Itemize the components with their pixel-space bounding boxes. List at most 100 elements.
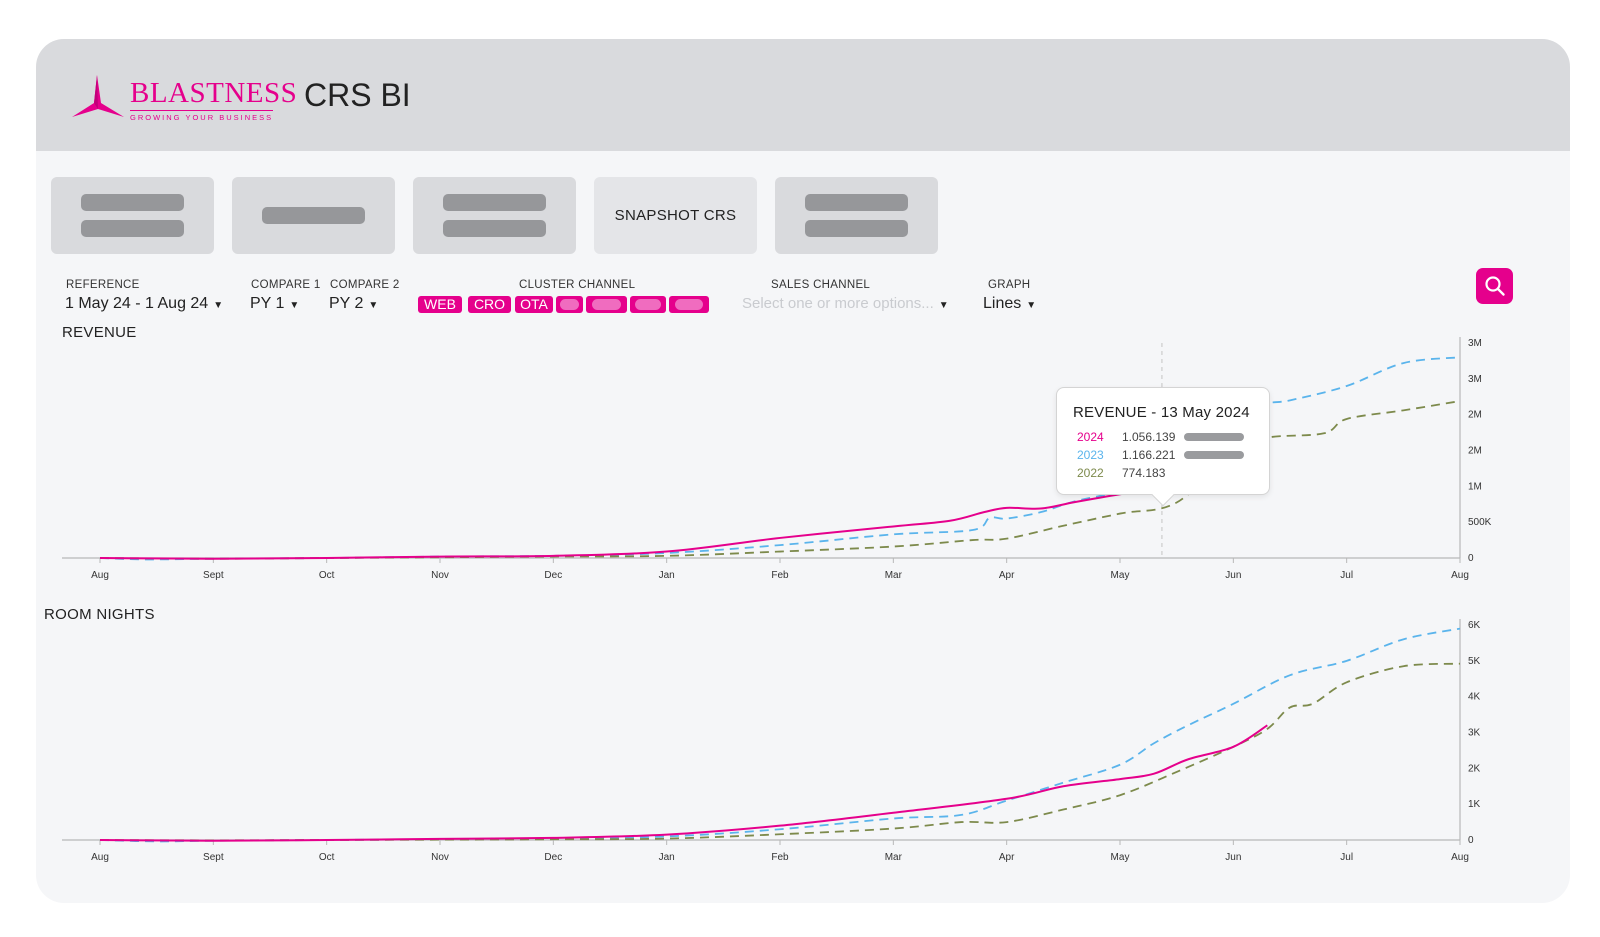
series-line-2022[interactable] [99,400,1461,560]
x-tick-label: Feb [771,570,789,581]
series-line-2024[interactable] [99,481,1177,560]
reference-value: 1 May 24 - 1 Aug 24 [65,295,209,312]
reference-dropdown[interactable]: 1 May 24 - 1 Aug 24 ▼ [65,295,223,313]
revenue-tooltip: REVENUE - 13 May 2024 2024 1.056.139 202… [1056,387,1270,507]
x-tick-label: Nov [431,570,449,581]
y-tick-label: 1K [1468,799,1481,810]
x-tick-label: Jun [1225,852,1241,863]
revenue-chart-title: REVENUE [62,324,137,341]
chip-ota[interactable]: OTA [515,296,553,313]
chip-placeholder[interactable] [630,296,666,313]
caret-down-icon: ▼ [289,300,300,311]
chip-cro[interactable]: CRO [468,296,511,313]
series-line-2022[interactable] [99,662,1461,842]
x-tick-label: Jul [1340,570,1353,581]
tooltip-row-2024: 2024 1.056.139 [1077,430,1244,444]
y-tick-label: 3M [1468,374,1482,385]
x-tick-label: Oct [319,852,335,863]
x-tick-label: Sept [203,852,224,863]
y-tick-label: 500K [1468,517,1492,528]
nav-tile-3[interactable] [413,177,576,254]
compare1-label: COMPARE 1 [251,279,321,291]
caret-down-icon: ▼ [938,300,949,311]
nav-tile-2[interactable] [232,177,395,254]
chip-pill [592,299,621,310]
series-line-2023[interactable] [99,627,1461,843]
x-tick-label: Jan [659,570,675,581]
x-tick-label: Mar [885,852,903,863]
y-tick-label: 0 [1468,553,1474,564]
brand-tagline: GROWING YOUR BUSINESS [130,113,274,122]
revenue-line-chart[interactable]: Aug Sept Oct Nov Dec Jan Feb Mar Apr May Jun Jul Aug… [36,329,1570,581]
tooltip-placeholder-bar [1184,433,1244,441]
series-line-2024[interactable] [99,724,1268,842]
y-tick-label: 3M [1468,338,1482,349]
chip-pill [560,299,579,310]
compare1-dropdown[interactable]: PY 1 ▼ [250,295,299,313]
sales-channel-select[interactable]: Select one or more options... ▼ [742,295,949,313]
chip-placeholder[interactable] [669,296,709,313]
graph-label: GRAPH [988,279,1031,291]
tile-placeholder-bar [262,207,365,224]
y-tick-label: 1M [1468,481,1482,492]
tooltip-placeholder-bar [1184,451,1244,459]
x-tick-label: Nov [431,852,449,863]
x-tick-label: Jul [1340,852,1353,863]
x-tick-label: Apr [999,852,1015,863]
search-button[interactable] [1476,268,1513,304]
app-title: CRS BI [304,77,411,113]
nav-tile-5[interactable] [775,177,938,254]
chip-web[interactable]: WEB [418,296,462,313]
tooltip-value: 1.056.139 [1122,430,1176,444]
x-tick-label: Oct [319,570,335,581]
tooltip-value: 774.183 [1122,466,1166,480]
sales-channel-placeholder: Select one or more options... [742,295,934,312]
x-tick-label: May [1111,570,1130,581]
x-tick-label: Mar [885,570,903,581]
search-icon [1484,276,1505,296]
x-tick-label: Apr [999,570,1015,581]
x-tick-label: May [1111,852,1130,863]
x-tick-label: Feb [771,852,789,863]
chip-pill [675,299,703,310]
tile-placeholder-bar [805,194,908,211]
x-tick-label: Jan [659,852,675,863]
compare2-value: PY 2 [329,295,364,312]
blastness-logo[interactable] [70,73,280,125]
x-tick-label: Jun [1225,570,1241,581]
app-header: BLASTNESS GROWING YOUR BUSINESS CRS BI [36,39,1570,151]
y-tick-label: 2M [1468,410,1482,421]
reference-label: REFERENCE [66,279,140,291]
tooltip-year: 2023 [1077,448,1104,462]
x-tick-label: Aug [91,570,109,581]
y-tick-label: 0 [1468,835,1474,846]
room-nights-line-chart[interactable]: Aug Sept Oct Nov Dec Jan Feb Mar Apr May Jun Jul Aug… [36,609,1570,869]
tile-placeholder-bar [81,220,184,237]
y-tick-label: 6K [1468,620,1481,631]
tooltip-title: REVENUE - 13 May 2024 [1073,404,1250,421]
compare2-dropdown[interactable]: PY 2 ▼ [329,295,378,313]
tooltip-year: 2022 [1077,466,1104,480]
x-tick-label: Dec [544,852,562,863]
x-tick-label: Dec [544,570,562,581]
graph-type-value: Lines [983,295,1022,312]
room-nights-chart-title: ROOM NIGHTS [44,606,155,623]
chip-placeholder[interactable] [556,296,583,313]
tile-placeholder-bar [81,194,184,211]
tooltip-year: 2024 [1077,430,1104,444]
nav-tile-snapshot-crs[interactable]: SNAPSHOT CRS [594,177,757,254]
brand-mark-icon [72,75,124,117]
tile-placeholder-bar [805,220,908,237]
tooltip-value: 1.166.221 [1122,448,1176,462]
x-tick-label: Aug [1451,852,1469,863]
caret-down-icon: ▼ [1026,300,1037,311]
graph-type-dropdown[interactable]: Lines ▼ [983,295,1036,313]
snapshot-crs-label: SNAPSHOT CRS [614,207,737,224]
tile-placeholder-bar [443,194,546,211]
y-tick-label: 4K [1468,692,1481,703]
chip-placeholder[interactable] [586,296,627,313]
tooltip-row-2022: 2022 774.183 [1077,466,1184,480]
brand-name: BLASTNESS [130,77,298,109]
nav-tile-1[interactable] [51,177,214,254]
tooltip-row-2023: 2023 1.166.221 [1077,448,1244,462]
